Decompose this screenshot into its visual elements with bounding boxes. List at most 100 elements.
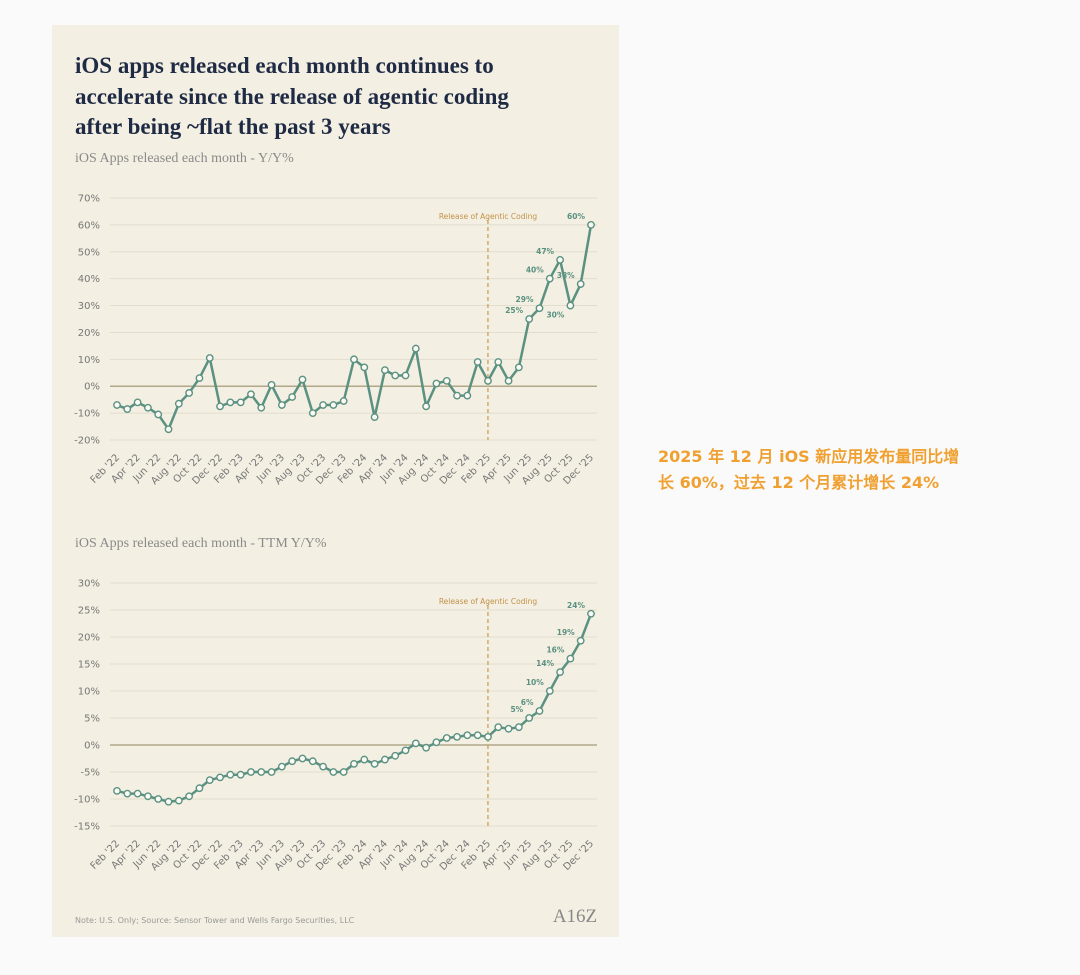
heading-line: accelerate since the release of agentic …	[75, 84, 509, 109]
data-point	[247, 390, 255, 399]
data-point	[195, 374, 204, 383]
footnote: Note: U.S. Only; Source: Sensor Tower an…	[75, 916, 355, 925]
data-point	[463, 391, 472, 400]
data-point	[587, 609, 595, 618]
data-point	[453, 733, 461, 741]
data-point	[576, 280, 585, 288]
data-point	[494, 358, 503, 366]
data-point	[545, 687, 554, 695]
data-point	[339, 397, 348, 405]
data-point	[535, 707, 544, 715]
data-point	[391, 751, 400, 760]
data-point	[216, 402, 224, 411]
data-label: 6%	[521, 698, 534, 707]
data-point	[133, 789, 142, 798]
data-point	[205, 776, 214, 784]
data-point	[216, 773, 224, 782]
data-point	[484, 376, 492, 385]
data-point	[370, 413, 379, 422]
y-tick-label: 60%	[78, 220, 100, 231]
data-point	[422, 743, 431, 752]
data-point	[164, 797, 173, 806]
data-point	[144, 792, 152, 801]
y-tick-label: 50%	[78, 247, 100, 258]
data-point	[360, 363, 369, 372]
data-point	[267, 380, 276, 389]
data-point	[288, 757, 297, 766]
data-point	[308, 757, 317, 766]
data-point	[411, 739, 420, 748]
y-tick-label: -20%	[74, 436, 100, 447]
y-tick-label: 10%	[78, 355, 100, 366]
data-label: 25%	[505, 306, 523, 315]
chart-subtitle: iOS Apps released each month - TTM Y/Y%	[75, 536, 327, 551]
logo: A16Z	[553, 906, 597, 927]
data-point	[298, 375, 307, 384]
data-point	[484, 733, 492, 741]
data-point	[504, 376, 513, 385]
data-point	[391, 371, 400, 380]
y-tick-label: 10%	[78, 687, 100, 698]
chart-subtitle: iOS Apps released each month - Y/Y%	[75, 151, 294, 166]
data-point	[504, 724, 513, 733]
data-point	[236, 770, 245, 779]
data-point	[432, 738, 441, 747]
data-point	[236, 398, 245, 407]
data-point	[174, 399, 183, 408]
data-point	[154, 410, 163, 419]
data-label: 16%	[546, 646, 564, 655]
data-point	[123, 789, 132, 798]
data-point	[308, 409, 317, 418]
data-point	[164, 425, 173, 434]
data-point	[329, 768, 338, 776]
y-tick-label: 30%	[78, 579, 100, 590]
data-label: 5%	[510, 705, 523, 714]
data-point	[350, 760, 358, 768]
data-point	[525, 315, 534, 323]
y-tick-label: 40%	[78, 274, 100, 285]
data-point	[566, 654, 575, 663]
data-point	[494, 723, 503, 732]
data-point	[144, 403, 152, 412]
data-point	[226, 398, 235, 407]
annotation-text: Release of Agentic Coding	[439, 212, 538, 221]
y-tick-label: 70%	[78, 194, 100, 205]
y-tick-label: 15%	[78, 660, 100, 671]
data-point	[401, 746, 410, 755]
data-point	[473, 731, 482, 740]
data-point	[556, 255, 564, 264]
side-note: 2025 年 12 月 iOS 新应用发布量同比增	[658, 447, 959, 466]
data-point	[247, 768, 255, 776]
data-point	[133, 398, 142, 407]
data-point	[463, 731, 472, 740]
data-label: 38%	[557, 271, 575, 280]
data-point	[329, 401, 338, 409]
data-point	[185, 389, 194, 397]
y-tick-label: 20%	[78, 328, 100, 339]
data-label: 47%	[536, 247, 554, 256]
y-tick-label: 0%	[84, 741, 100, 752]
data-label: 60%	[567, 212, 585, 221]
data-point	[411, 344, 420, 353]
y-tick-label: -10%	[74, 409, 100, 420]
data-point	[257, 403, 266, 412]
y-tick-label: -5%	[81, 768, 100, 779]
data-point	[205, 354, 214, 362]
annotation-text: Release of Agentic Coding	[439, 597, 538, 606]
data-label: 29%	[516, 295, 534, 304]
y-tick-label: 25%	[78, 606, 100, 617]
data-point	[587, 220, 595, 229]
data-point	[267, 768, 276, 776]
data-point	[514, 363, 523, 372]
data-label: 10%	[526, 678, 544, 687]
data-label: 19%	[557, 628, 575, 637]
card	[52, 25, 619, 937]
data-point	[288, 393, 297, 401]
data-point	[401, 371, 410, 380]
data-label: 14%	[536, 659, 554, 668]
data-point	[381, 755, 389, 764]
heading-line: iOS apps released each month continues t…	[75, 53, 494, 78]
data-point	[381, 366, 389, 374]
data-point	[442, 376, 451, 385]
